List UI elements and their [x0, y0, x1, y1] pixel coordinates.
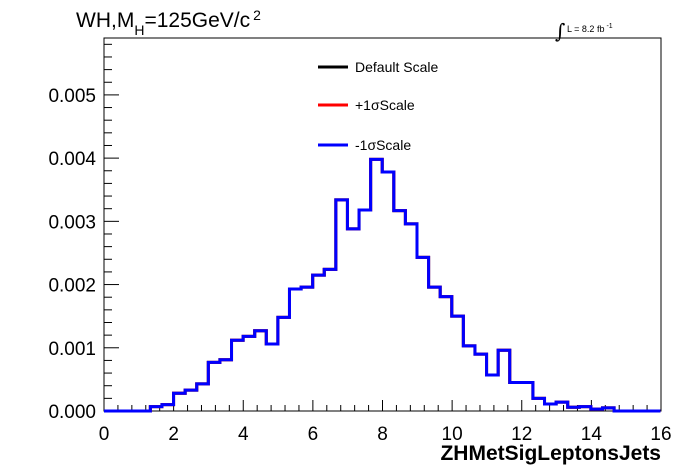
x-tick-label: 16 — [650, 424, 671, 445]
x-tick-label: 12 — [511, 424, 532, 445]
chart-title: WH,MH=125GeV/c 2 — [76, 7, 261, 38]
x-tick-label: 10 — [442, 424, 463, 445]
series-line-2 — [104, 157, 661, 413]
y-tick-label: 0.000 — [48, 402, 96, 423]
y-tick-label: 0.004 — [48, 149, 96, 170]
axis-ticks — [103, 43, 662, 412]
legend: Default Scale +1σScale -1σScale — [318, 59, 438, 153]
y-tick-label: 0.005 — [48, 86, 96, 107]
legend-label-minus: -1σScale — [355, 137, 411, 153]
y-tick-label: 0.003 — [48, 212, 96, 233]
legend-label-default: Default Scale — [355, 59, 438, 75]
y-tick-label: 0.002 — [48, 276, 96, 297]
histogram-series — [104, 157, 661, 413]
lumi-integral: ∫ — [555, 19, 565, 43]
x-tick-label: 14 — [581, 424, 603, 445]
series-line-0 — [104, 157, 661, 413]
legend-label-plus: +1σScale — [355, 97, 415, 113]
plot-frame — [103, 37, 662, 412]
series-line-1 — [104, 157, 661, 413]
x-tick-label: 0 — [99, 424, 110, 445]
lumi-label: L = 8.2 fb -1 — [567, 23, 613, 34]
x-tick-label: 4 — [238, 424, 249, 445]
x-axis-label: ZHMetSigLeptonsJets — [440, 442, 661, 465]
x-tick-label: 6 — [308, 424, 319, 445]
x-tick-labels: 0 2 4 6 8 10 12 14 16 — [99, 424, 672, 445]
y-tick-labels: 0.000 0.001 0.002 0.003 0.004 0.005 — [48, 86, 96, 423]
x-tick-label: 8 — [377, 424, 388, 445]
x-tick-label: 2 — [168, 424, 179, 445]
y-tick-label: 0.001 — [48, 339, 96, 360]
